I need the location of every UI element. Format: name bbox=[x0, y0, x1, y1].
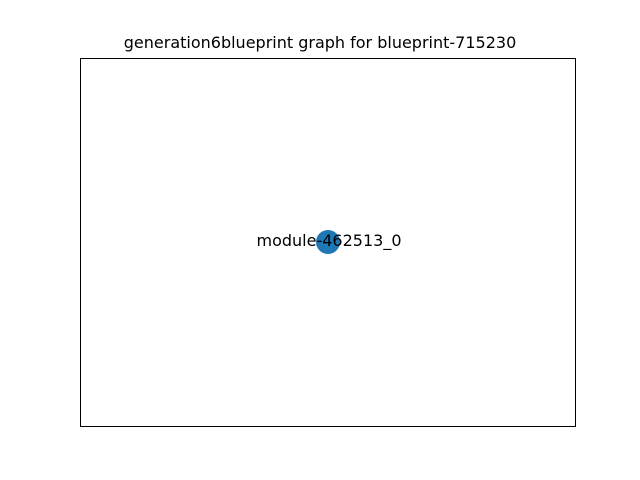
graph-node bbox=[316, 230, 340, 254]
graph-title: generation6blueprint graph for blueprint… bbox=[123, 33, 517, 52]
graph-node-label: module-462513_0 bbox=[256, 231, 402, 250]
